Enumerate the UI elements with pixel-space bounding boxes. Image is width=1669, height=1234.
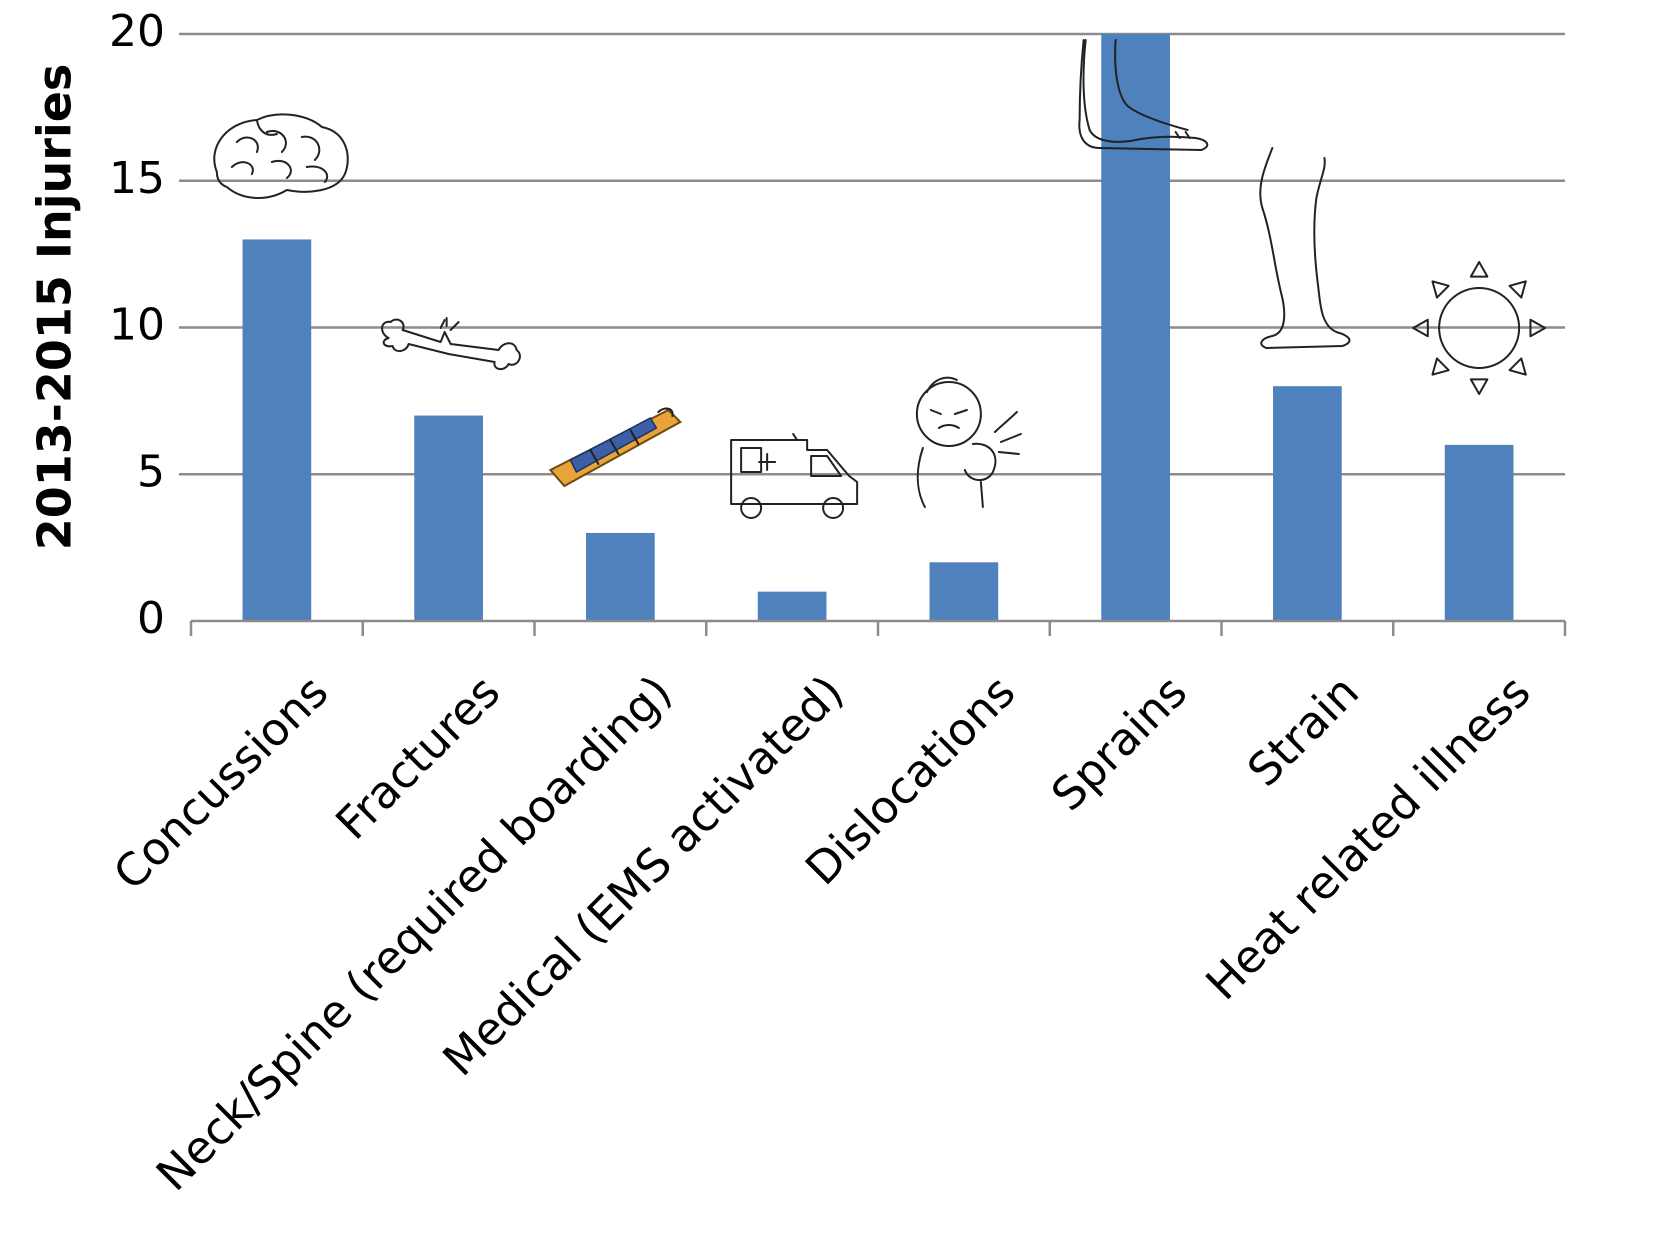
bar-icons (213, 39, 1547, 519)
bar (586, 532, 655, 621)
y-axis-title: 2013-2015 Injuries (28, 64, 82, 551)
sun-icon (1412, 261, 1547, 395)
category-label: Heat related illness (1196, 665, 1541, 1010)
y-tick-label: 5 (137, 446, 165, 497)
bar (757, 591, 827, 621)
bar (1273, 386, 1342, 621)
category-label: Strain (1237, 665, 1369, 797)
y-tick-label: 0 (137, 593, 165, 644)
bar (1101, 34, 1170, 621)
x-axis (189, 619, 1567, 636)
leg-icon (1259, 147, 1351, 349)
broken-bone-icon (381, 317, 521, 370)
category-label: Fractures (325, 665, 510, 850)
y-tick-label: 10 (109, 300, 165, 351)
spine-board-icon (548, 407, 683, 488)
shoulder-pain-icon (915, 376, 1022, 508)
y-tick-label: 15 (109, 153, 165, 204)
category-label: Concussions (103, 665, 338, 900)
category-label: Sprains (1041, 665, 1197, 821)
y-tick-labels: 0 5 10 15 20 (109, 6, 165, 644)
bars (242, 34, 1514, 621)
bar (1444, 444, 1514, 621)
bar (929, 562, 999, 621)
bar (242, 239, 312, 621)
y-tick-label: 20 (109, 6, 165, 57)
gridlines (179, 32, 1565, 476)
ambulance-icon (730, 433, 859, 519)
foot-icon (1078, 39, 1209, 151)
brain-icon (213, 113, 349, 199)
bar (414, 415, 483, 621)
